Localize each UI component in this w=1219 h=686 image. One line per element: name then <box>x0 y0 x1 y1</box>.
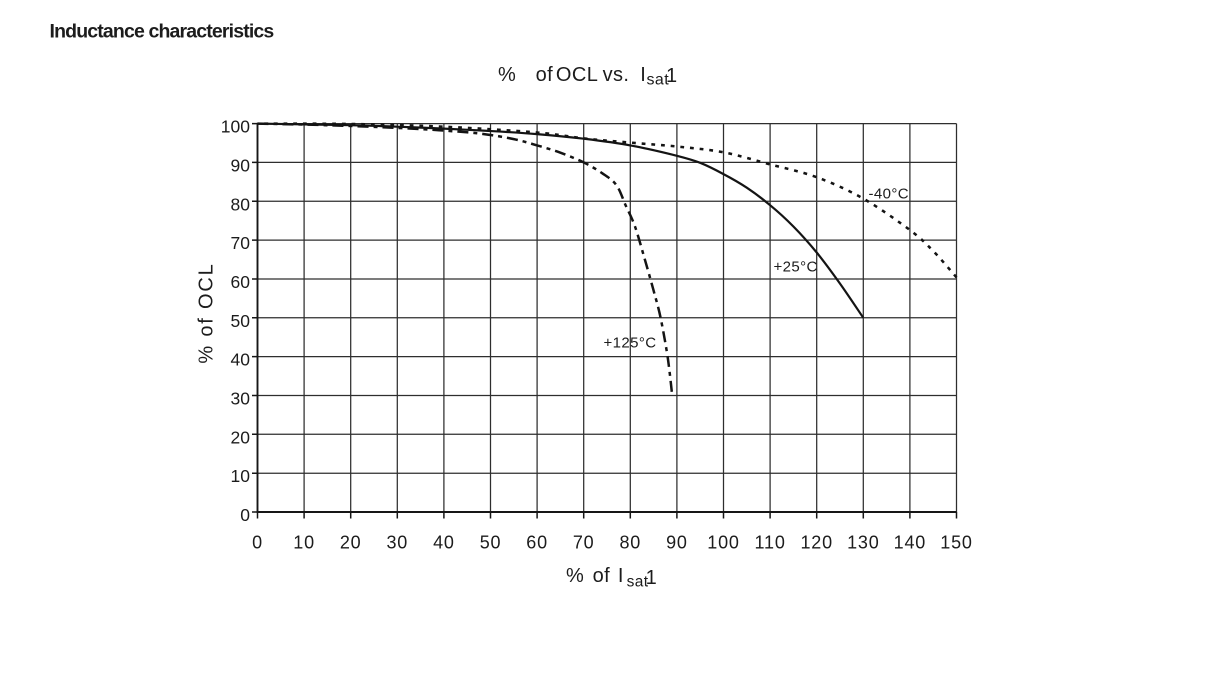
svg-text:0: 0 <box>240 505 250 525</box>
svg-text:40: 40 <box>433 533 455 553</box>
svg-text:80: 80 <box>619 533 641 553</box>
svg-text:+125°C: +125°C <box>604 334 657 351</box>
svg-text:130: 130 <box>847 533 879 553</box>
svg-text:Inductance characteristics: Inductance characteristics <box>50 21 275 43</box>
svg-text:110: 110 <box>755 533 786 553</box>
svg-text:+25°C: +25°C <box>774 259 818 276</box>
svg-text:50: 50 <box>480 533 502 553</box>
svg-text:90: 90 <box>666 533 688 553</box>
svg-text:-40°C: -40°C <box>869 185 910 202</box>
svg-text:10: 10 <box>231 466 251 486</box>
svg-text:100: 100 <box>221 117 250 137</box>
svg-text:60: 60 <box>231 272 251 292</box>
svg-text:40: 40 <box>231 350 251 370</box>
svg-text:100: 100 <box>707 533 739 553</box>
svg-text:70: 70 <box>231 233 251 253</box>
svg-text:0: 0 <box>252 533 263 553</box>
svg-text:20: 20 <box>340 533 362 553</box>
svg-text:30: 30 <box>386 533 408 553</box>
svg-text:% of OCL: % of OCL <box>196 262 218 363</box>
svg-text:80: 80 <box>231 194 251 214</box>
svg-text:10: 10 <box>293 533 315 553</box>
svg-text:60: 60 <box>526 533 548 553</box>
svg-text:70: 70 <box>573 533 595 553</box>
svg-text:20: 20 <box>231 427 251 447</box>
svg-text:50: 50 <box>231 311 251 331</box>
svg-text:30: 30 <box>231 389 251 409</box>
svg-text:90: 90 <box>231 155 251 175</box>
svg-text:140: 140 <box>894 533 926 553</box>
svg-text:150: 150 <box>940 533 972 553</box>
svg-text:120: 120 <box>800 533 832 553</box>
